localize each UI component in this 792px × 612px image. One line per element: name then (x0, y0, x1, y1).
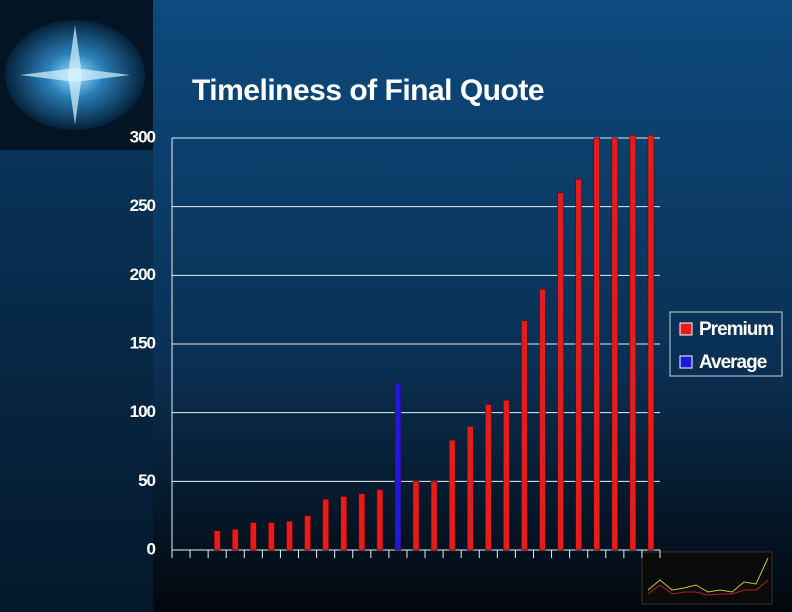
bar (322, 498, 329, 551)
compass-needle (20, 68, 130, 82)
thumbnail-chart (641, 551, 773, 605)
thumbnail-line (647, 557, 769, 593)
bar (611, 137, 619, 551)
bar (376, 489, 384, 551)
y-tick-label: 100 (130, 402, 156, 421)
y-tick-label: 150 (130, 333, 156, 352)
bar (340, 496, 347, 551)
bar (213, 530, 221, 551)
bar (394, 382, 402, 551)
bar (503, 400, 510, 551)
y-tick-label: 200 (130, 265, 156, 284)
bar (358, 493, 366, 551)
legend (669, 311, 783, 377)
bar (557, 192, 564, 551)
bar (647, 135, 655, 551)
legend-swatch (679, 322, 693, 336)
bar (430, 481, 438, 551)
bar (304, 515, 311, 551)
bar (575, 178, 582, 551)
y-tick-label: 0 (147, 539, 156, 558)
bar (268, 522, 275, 551)
bar (448, 439, 456, 551)
y-tick-label: 300 (130, 127, 156, 146)
bar (593, 137, 600, 551)
bar (521, 320, 528, 551)
legend-swatch (679, 355, 693, 369)
bar (412, 481, 420, 551)
bar (539, 288, 546, 551)
bar (485, 404, 492, 551)
chart-title: Timeliness of Final Quote (192, 74, 544, 107)
bar (250, 522, 257, 551)
bar (286, 520, 293, 551)
bar (466, 426, 474, 551)
bar (629, 135, 637, 551)
bar (232, 529, 239, 551)
legend-label: Premium (699, 319, 773, 340)
y-tick-label: 250 (130, 196, 156, 215)
legend-label: Average (699, 352, 767, 373)
thumbnail-line (647, 579, 769, 596)
y-tick-label: 50 (138, 471, 155, 490)
